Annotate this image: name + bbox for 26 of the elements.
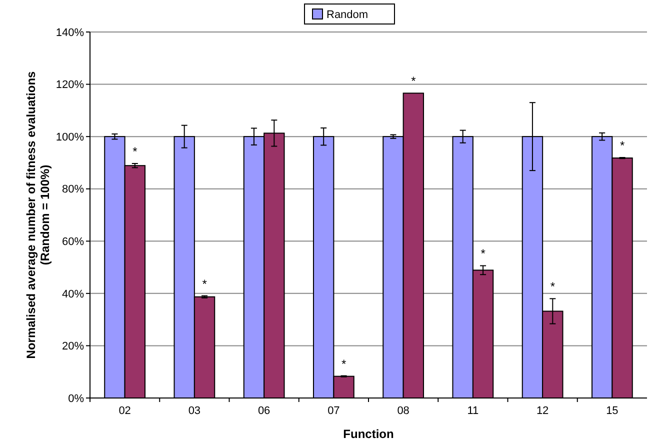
annotation: * bbox=[132, 144, 138, 158]
y-tick-label: 0% bbox=[68, 392, 84, 405]
x-tick-label: 03 bbox=[188, 405, 201, 417]
x-tick-label: 12 bbox=[536, 405, 549, 417]
x-tick-label: 06 bbox=[258, 405, 270, 417]
y-tick-label: 40% bbox=[62, 288, 84, 300]
y-tick-label: 120% bbox=[56, 79, 84, 92]
annotation: * bbox=[480, 246, 486, 261]
y-axis-title: Normalised average number of fitness evaluations (Random = 100%) bbox=[24, 70, 52, 359]
y-tick-label: 140% bbox=[56, 26, 84, 39]
annotation: * bbox=[550, 280, 556, 294]
annotation: * bbox=[202, 276, 208, 291]
x-tick-label: 07 bbox=[328, 405, 340, 417]
x-tick-label: 15 bbox=[606, 405, 618, 417]
annotation: * bbox=[341, 356, 346, 371]
x-axis-title: Function bbox=[343, 427, 394, 441]
x-tick-label: 02 bbox=[118, 405, 131, 417]
y-tick-label: 60% bbox=[62, 236, 84, 248]
x-tick-label: 11 bbox=[467, 405, 479, 417]
annotation: * bbox=[620, 138, 625, 152]
legend-label: Random bbox=[326, 9, 368, 21]
y-tick-label: 80% bbox=[62, 184, 84, 196]
annotation: * bbox=[411, 74, 416, 88]
y-tick-label: 100% bbox=[56, 131, 84, 144]
y-tick-label: 20% bbox=[62, 340, 84, 353]
x-tick-label: 08 bbox=[397, 405, 410, 417]
